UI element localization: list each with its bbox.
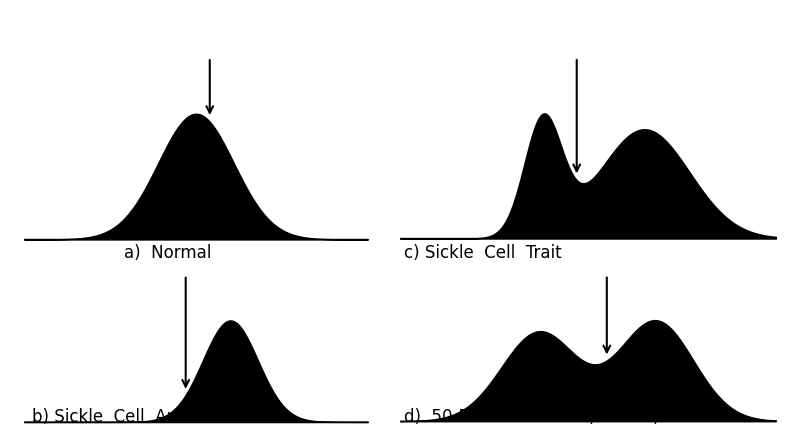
Text: a)  Normal: a) Normal <box>124 244 211 262</box>
Text: d)  50-50 Mixture of  a) and  b): d) 50-50 Mixture of a) and b) <box>404 408 659 426</box>
Text: c) Sickle  Cell  Trait: c) Sickle Cell Trait <box>404 244 562 262</box>
Text: b) Sickle  Cell  Anemia: b) Sickle Cell Anemia <box>32 408 218 426</box>
